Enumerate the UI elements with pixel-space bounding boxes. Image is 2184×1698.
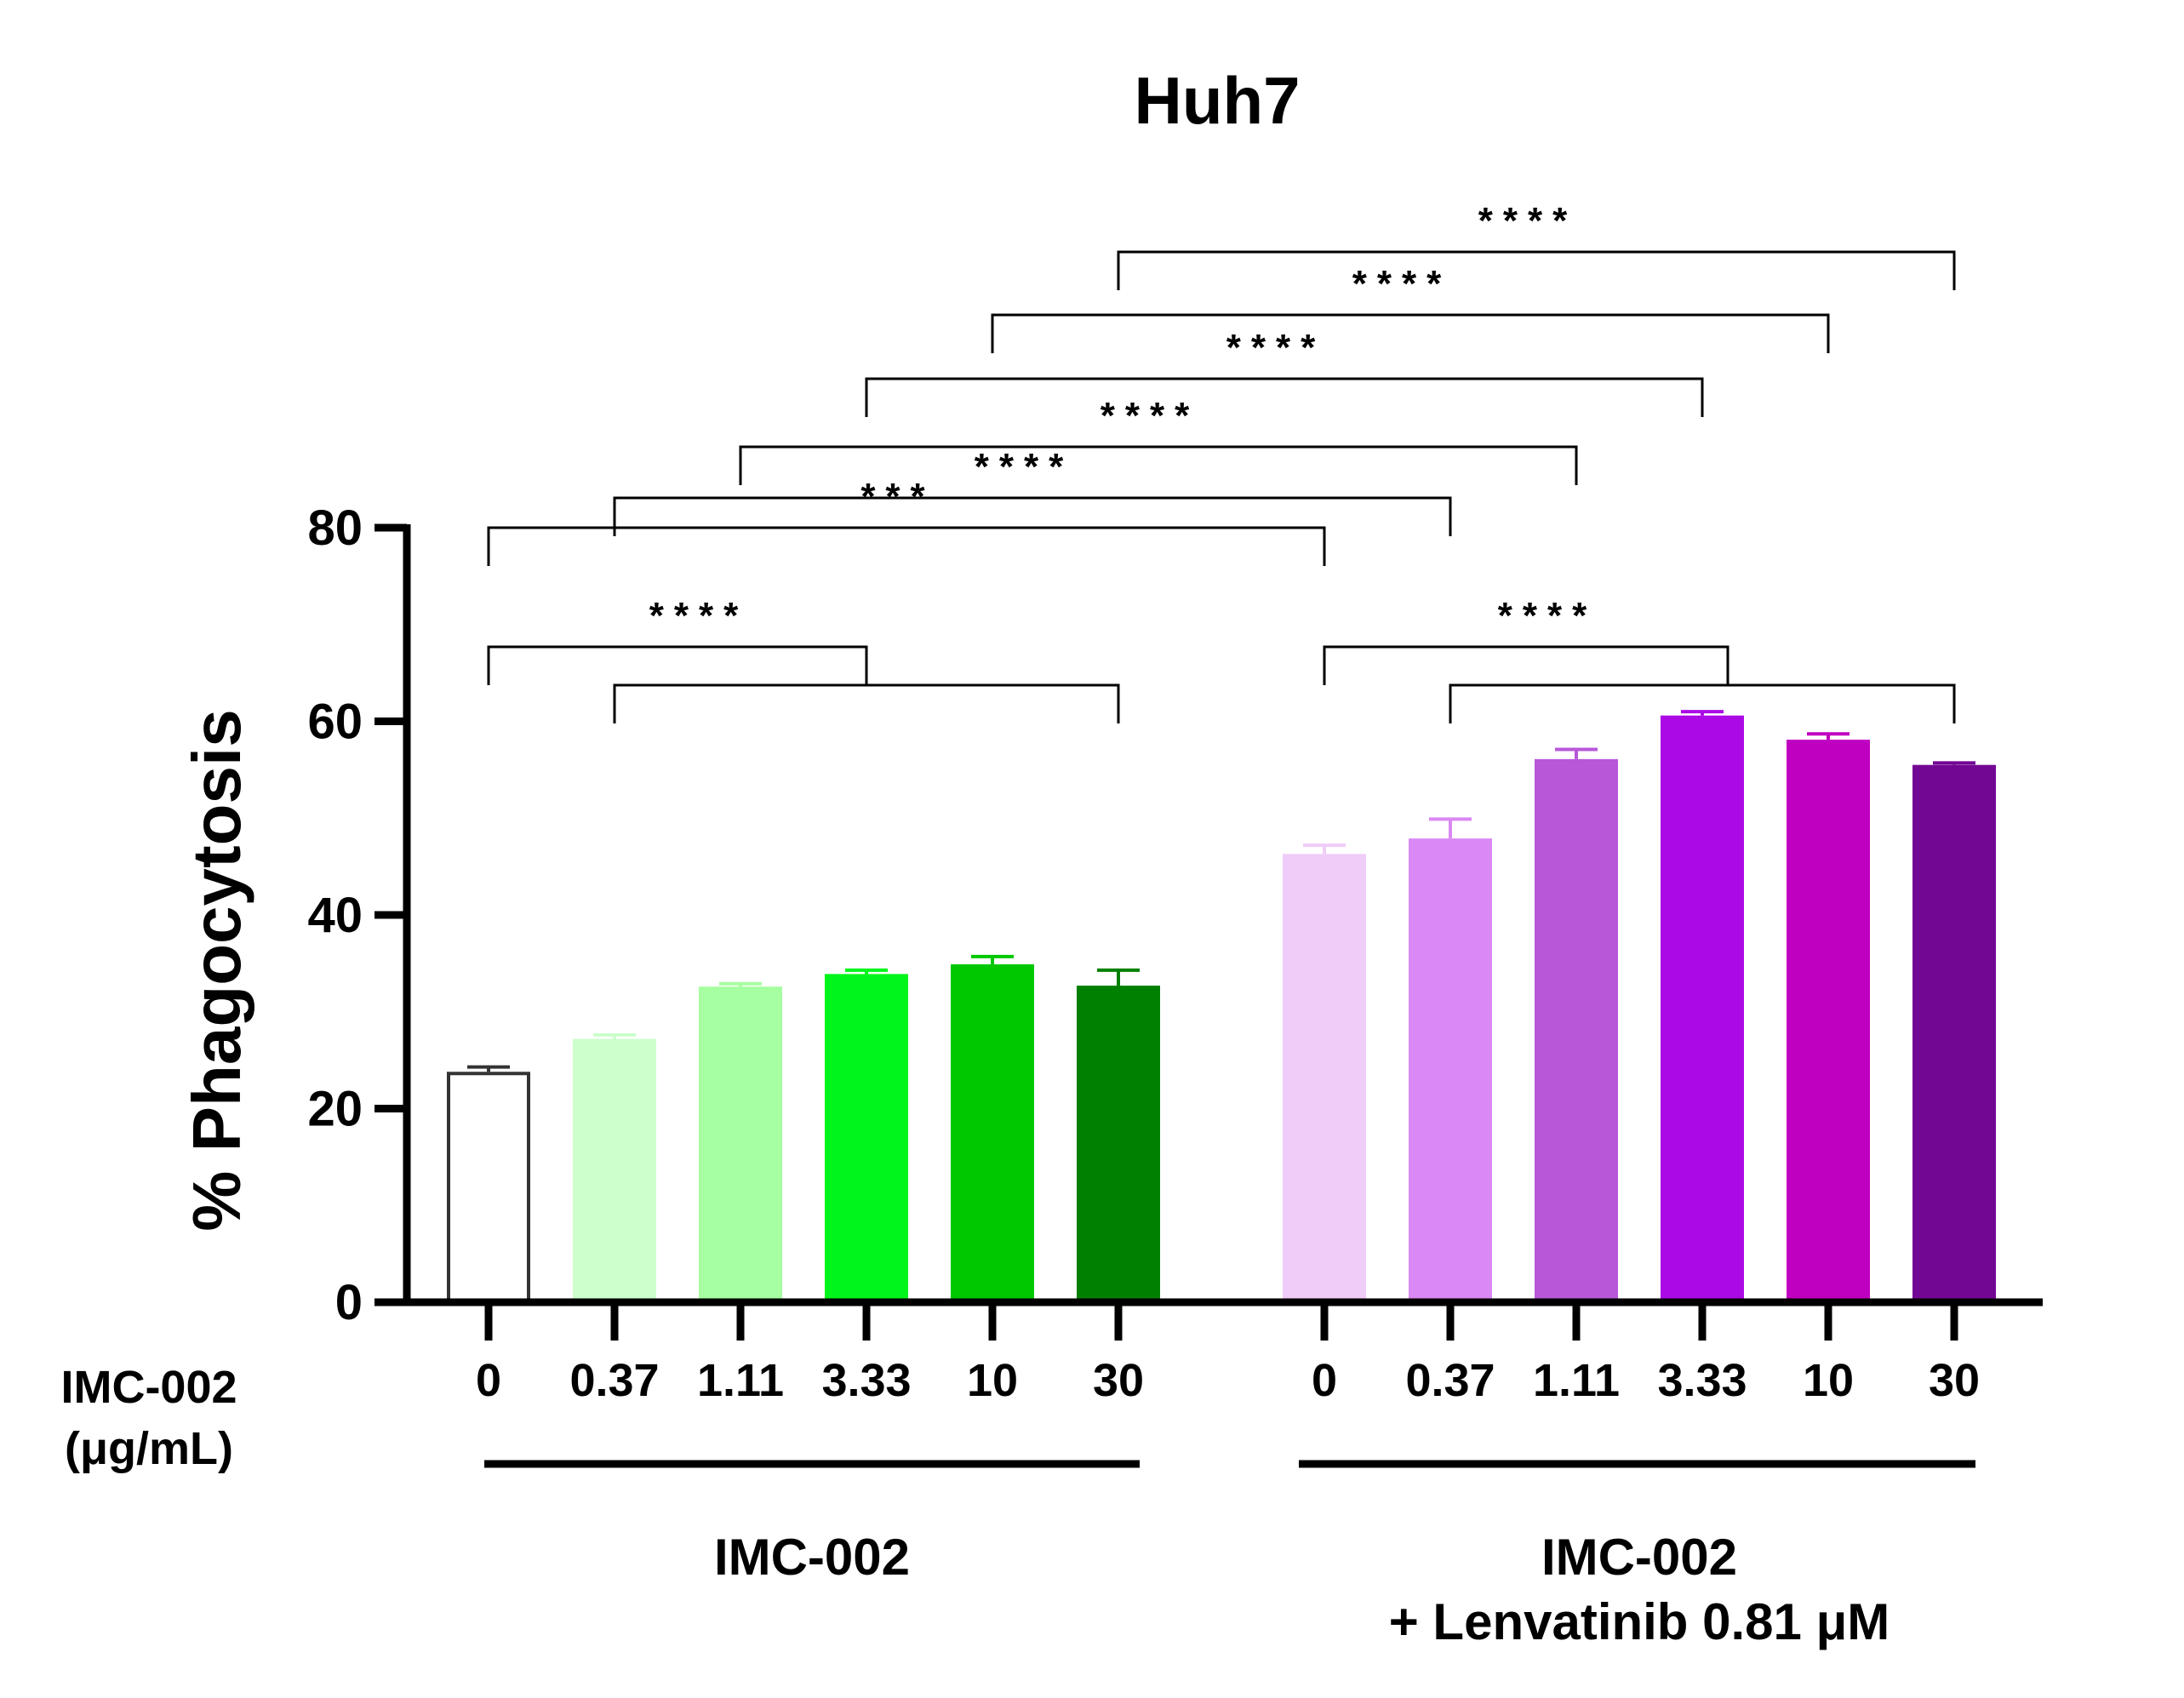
bracket-2 [487, 526, 1326, 566]
bracket-label-3: **** [975, 446, 1074, 488]
y-tick-label-60: 60 [307, 695, 363, 750]
y-tick-label-20: 20 [307, 1082, 363, 1137]
x-axis: 0 0.37 1.11 3.33 10 30 0 0.37 1.11 3.33 10 30 [403, 1298, 2043, 1406]
bar-1-1.11 [1535, 758, 1618, 1302]
x-tick-label-8: 1.11 [1533, 1355, 1620, 1406]
x-tick-label-7: 0.37 [1405, 1355, 1495, 1406]
group-label-0-0: IMC-002 [714, 1529, 910, 1586]
group-labels: IMC-002 IMC-002 + Lenvatinib 0.81 μM [484, 1460, 1975, 1650]
bar-1-0 [1283, 854, 1366, 1302]
group-label-1-0: IMC-002 [1541, 1529, 1737, 1586]
bars [447, 710, 1996, 1305]
x-tick-label-9: 3.33 [1657, 1355, 1747, 1406]
y-tick-label-40: 40 [307, 888, 363, 943]
x-tick-label-0: 0 [476, 1355, 501, 1406]
bracket-label-6: **** [1352, 263, 1452, 305]
bracket-outer-0 [1323, 645, 1729, 685]
group-label-1-1: + Lenvatinib 0.81 μM [1389, 1593, 1890, 1650]
y-axis: 0 20 40 60 80 [307, 500, 411, 1330]
bracket-6 [991, 313, 1830, 353]
bracket-inner-1 [613, 683, 1120, 723]
bar-1-30 [1912, 764, 1996, 1302]
x-axis-label-line-1: (μg/mL) [65, 1423, 233, 1474]
bar-1-3.33 [1661, 715, 1744, 1302]
bracket-inner-0 [1449, 683, 1956, 723]
y-tick-label-0: 0 [335, 1275, 363, 1330]
bar-0-3.33 [825, 974, 908, 1302]
bracket-label-4: **** [1101, 395, 1200, 437]
y-axis-label: % Phagocytosis [179, 709, 254, 1232]
bracket-5 [865, 377, 1704, 417]
x-axis-label-line-0: IMC-002 [60, 1362, 237, 1413]
bar-0-30 [1077, 986, 1160, 1302]
bar-0-10 [951, 964, 1034, 1302]
x-tick-label-11: 30 [1929, 1355, 1980, 1406]
x-tick-label-10: 10 [1803, 1355, 1854, 1406]
bar-0-1.11 [699, 986, 782, 1302]
bracket-outer-1 [487, 645, 868, 685]
bar-0-0 [447, 1072, 530, 1305]
bracket-label-5: **** [1226, 327, 1326, 369]
bar-1-10 [1787, 740, 1870, 1302]
bracket-label-1: **** [649, 595, 749, 637]
bracket-label-0: **** [1498, 595, 1598, 637]
x-tick-label-4: 10 [967, 1355, 1018, 1406]
x-axis-label: IMC-002 (μg/mL) [60, 1362, 237, 1474]
bar-1-0.37 [1409, 838, 1492, 1302]
bar-0-0.37 [573, 1038, 656, 1302]
x-tick-label-3: 3.33 [821, 1355, 911, 1406]
y-tick-label-80: 80 [307, 500, 363, 556]
significance-brackets: ******************************* [487, 200, 1956, 723]
chart-title: Huh7 [1135, 63, 1301, 138]
x-tick-label-1: 0.37 [569, 1355, 659, 1406]
bracket-3 [613, 496, 1452, 536]
x-tick-label-6: 0 [1312, 1355, 1337, 1406]
bracket-label-7: **** [1478, 200, 1578, 242]
x-tick-label-5: 30 [1093, 1355, 1144, 1406]
bracket-4 [739, 445, 1578, 485]
x-tick-label-2: 1.11 [697, 1355, 784, 1406]
bracket-7 [1117, 250, 1956, 290]
